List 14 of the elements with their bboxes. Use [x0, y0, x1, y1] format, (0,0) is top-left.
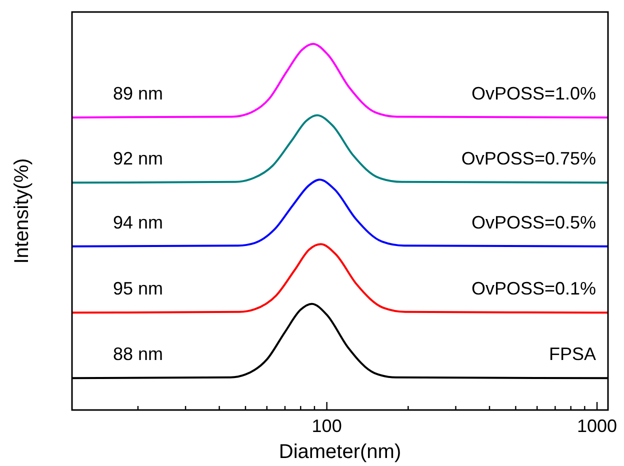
y-axis-title: Intensity(%): [11, 158, 33, 264]
series-label: OvPOSS=0.1%: [471, 278, 596, 299]
annotation: 89 nm: [112, 83, 164, 104]
series-label: OvPOSS=0.75%: [461, 148, 596, 169]
annotation: 92 nm: [112, 148, 164, 169]
annotation: 88 nm: [112, 344, 164, 364]
x-tick-label: 100: [312, 416, 342, 436]
annotation: 95 nm: [112, 278, 164, 299]
series-label: OvPOSS=1.0%: [471, 83, 596, 104]
series-label: FPSA: [548, 344, 596, 364]
series-label: OvPOSS=0.5%: [471, 212, 596, 232]
x-tick-label: 1000: [577, 416, 618, 436]
x-axis-title: Diameter(nm): [278, 441, 402, 463]
annotation: 94 nm: [112, 212, 164, 232]
